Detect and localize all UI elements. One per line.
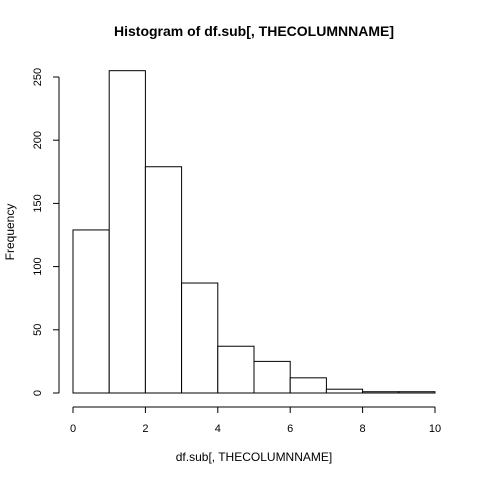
- y-tick-label-0: 0: [32, 390, 44, 396]
- histogram-bar-7: [325, 388, 364, 394]
- histogram-bar-9: [398, 391, 436, 394]
- y-tick-label-2: 100: [32, 257, 44, 275]
- histogram-bar-4: [217, 345, 255, 394]
- histogram-bar-0: [72, 229, 110, 394]
- x-tick-label-0: 0: [70, 423, 76, 435]
- x-tick-label-5: 10: [429, 423, 441, 435]
- y-tick-label-1: 50: [32, 324, 44, 336]
- y-tick-label-3: 150: [32, 194, 44, 212]
- x-axis-label: df.sub[, THECOLUMNNAME]: [176, 450, 332, 464]
- y-tick-label-4: 200: [32, 131, 44, 149]
- x-tick-label-4: 8: [360, 423, 366, 435]
- chart-title: Histogram of df.sub[, THECOLUMNNAME]: [114, 23, 394, 39]
- histogram-bar-6: [289, 377, 327, 394]
- histogram-bar-8: [362, 391, 400, 394]
- x-tick-label-1: 2: [142, 423, 148, 435]
- y-axis-label: Frequency: [3, 204, 17, 261]
- y-axis: 0 50 100 150 200 250: [32, 68, 60, 396]
- histogram-bar-3: [181, 282, 219, 394]
- histogram-bar-1: [108, 70, 146, 394]
- histogram-bar-5: [253, 360, 291, 394]
- x-tick-label-2: 4: [215, 423, 221, 435]
- y-tick-label-5: 250: [32, 68, 44, 86]
- bars-group: [72, 70, 436, 394]
- x-tick-label-3: 6: [287, 423, 293, 435]
- histogram-bar-2: [144, 166, 183, 394]
- x-axis: 0 2 4 6 8 10: [70, 406, 441, 435]
